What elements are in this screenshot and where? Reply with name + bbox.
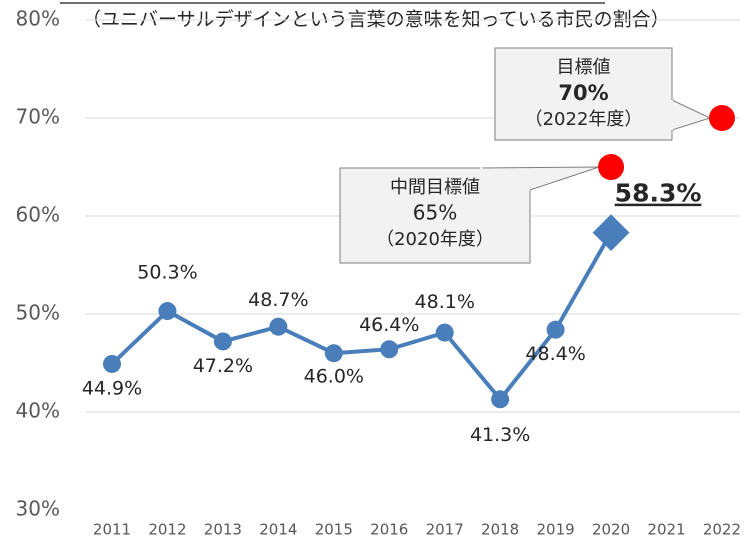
x-tick-label: 2018	[481, 521, 519, 539]
value-label: 41.3%	[470, 424, 530, 446]
point-marker	[158, 302, 177, 321]
series-line	[110, 231, 613, 403]
y-tick-label: 40%	[16, 399, 60, 423]
value-label: 48.1%	[415, 291, 475, 313]
x-tick-label: 2011	[93, 521, 131, 539]
point-marker	[269, 317, 288, 336]
x-tick-label: 2021	[647, 521, 685, 539]
y-tick-label: 70%	[16, 105, 60, 129]
callout-period: （2020年度）	[376, 229, 494, 250]
target-point	[708, 105, 735, 131]
callout-period: （2022年度）	[525, 109, 643, 130]
x-tick-label: 2017	[426, 521, 464, 539]
point-marker	[213, 332, 232, 351]
callout-title: 中間目標値	[390, 177, 480, 198]
callout-box	[494, 47, 673, 141]
x-tick-label: 2012	[148, 521, 186, 539]
y-tick-label: 30%	[16, 497, 60, 521]
y-tick-label: 60%	[16, 203, 60, 227]
x-tick-label: 2015	[315, 521, 353, 539]
callout-pointer	[671, 99, 712, 131]
point-marker	[592, 214, 630, 252]
y-tick-label: 80%	[16, 7, 60, 31]
value-label: 50.3%	[137, 262, 197, 284]
callout-value: 70%	[558, 81, 608, 105]
x-tick-label: 2019	[537, 521, 575, 539]
point-marker	[435, 323, 454, 342]
point-marker	[491, 390, 510, 409]
callout-seam	[479, 167, 531, 191]
x-tick-label: 2013	[204, 521, 242, 539]
value-label: 46.4%	[359, 314, 419, 336]
point-marker	[546, 320, 565, 339]
value-label: 48.7%	[248, 289, 308, 311]
value-label: 46.0%	[304, 366, 364, 388]
x-tick-label: 2014	[259, 521, 297, 539]
y-tick-label: 50%	[16, 301, 60, 325]
point-marker	[103, 354, 121, 373]
value-label: 58.3%	[615, 179, 702, 208]
value-label: 44.9%	[82, 377, 142, 399]
callout-title: 目標値	[557, 57, 611, 78]
value-label: 47.2%	[193, 355, 253, 377]
x-tick-label: 2020	[592, 521, 630, 539]
point-marker	[380, 340, 399, 359]
callout-value: 65%	[413, 201, 457, 225]
callout-box	[339, 167, 531, 264]
value-label: 48.4%	[525, 343, 585, 365]
x-tick-label: 2016	[370, 521, 408, 539]
target-point	[598, 154, 625, 180]
x-tick-label: 2022	[703, 521, 741, 539]
point-marker	[324, 344, 343, 363]
